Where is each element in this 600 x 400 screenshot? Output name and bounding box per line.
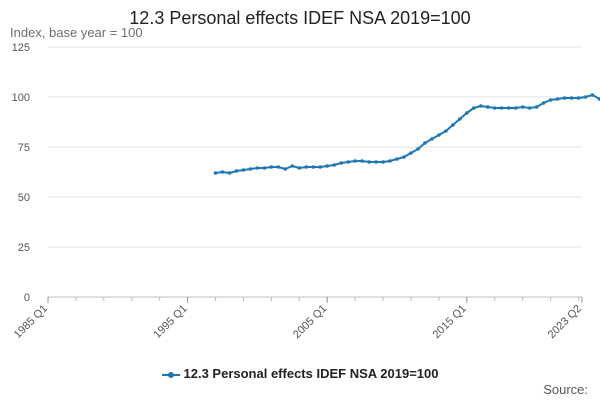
data-point <box>451 123 455 127</box>
data-point <box>276 165 281 169</box>
x-tick-label: 2005 Q1 <box>291 303 329 341</box>
x-tick-label: 2015 Q1 <box>431 303 469 341</box>
x-tick-label: 2023 Q2 <box>546 303 584 341</box>
data-point <box>360 159 364 163</box>
data-point <box>262 166 267 170</box>
series-line <box>215 94 600 174</box>
data-point <box>388 159 392 163</box>
y-axis-label: Index, base year = 100 <box>10 25 143 40</box>
data-point <box>304 165 309 169</box>
y-tick-label: 125 <box>12 42 30 54</box>
source-label: Source: <box>543 382 588 397</box>
data-point <box>255 166 260 170</box>
data-point <box>472 106 476 110</box>
legend-line-marker-icon <box>161 371 180 378</box>
data-point <box>367 160 371 164</box>
data-point <box>444 129 448 133</box>
data-point <box>402 155 406 159</box>
data-point <box>241 168 246 172</box>
x-tick-label: 1995 Q1 <box>151 303 189 341</box>
data-point <box>374 160 378 164</box>
data-point <box>506 106 511 110</box>
data-point <box>220 170 225 174</box>
data-point <box>576 96 581 100</box>
data-point <box>520 105 525 109</box>
chart-title: 12.3 Personal effects IDEF NSA 2019=100 <box>129 8 471 28</box>
data-point <box>555 97 560 101</box>
data-point <box>583 95 588 99</box>
data-point <box>562 96 567 100</box>
data-point <box>590 93 595 97</box>
data-point <box>297 166 302 170</box>
y-tick-label: 0 <box>24 292 30 304</box>
data-point <box>548 98 553 102</box>
data-point <box>479 104 483 108</box>
y-tick-label: 25 <box>18 242 30 254</box>
legend-series-label: 12.3 Personal effects IDEF NSA 2019=100 <box>183 366 439 381</box>
data-point <box>227 171 232 175</box>
y-tick-label: 100 <box>12 92 30 104</box>
data-point <box>234 169 239 173</box>
data-point <box>423 141 427 145</box>
data-point <box>381 160 385 164</box>
data-point <box>569 96 574 100</box>
data-point <box>527 106 532 110</box>
x-tick-label: 1985 Q1 <box>12 303 50 341</box>
data-point <box>339 161 344 165</box>
data-point <box>346 160 351 164</box>
data-point <box>269 165 274 169</box>
data-point <box>318 165 323 169</box>
data-point <box>213 171 218 175</box>
data-point <box>395 157 399 161</box>
data-point <box>430 137 434 141</box>
data-point <box>311 165 316 169</box>
data-point <box>332 163 337 167</box>
data-point <box>458 117 462 121</box>
data-point <box>499 106 504 110</box>
data-point <box>437 133 441 137</box>
data-point <box>409 151 413 155</box>
data-point <box>513 106 518 110</box>
data-point <box>248 167 253 171</box>
data-point <box>465 111 469 115</box>
data-point <box>492 106 497 110</box>
data-point <box>353 159 357 163</box>
y-tick-label: 75 <box>18 142 30 154</box>
data-point <box>290 164 295 168</box>
data-point <box>486 105 490 109</box>
data-point <box>416 147 420 151</box>
legend[interactable]: 12.3 Personal effects IDEF NSA 2019=100 <box>0 366 600 381</box>
data-point <box>541 101 546 105</box>
data-point <box>534 105 539 109</box>
y-tick-label: 50 <box>18 192 30 204</box>
data-point <box>325 164 330 168</box>
data-point <box>283 167 288 171</box>
data-point <box>597 97 600 101</box>
